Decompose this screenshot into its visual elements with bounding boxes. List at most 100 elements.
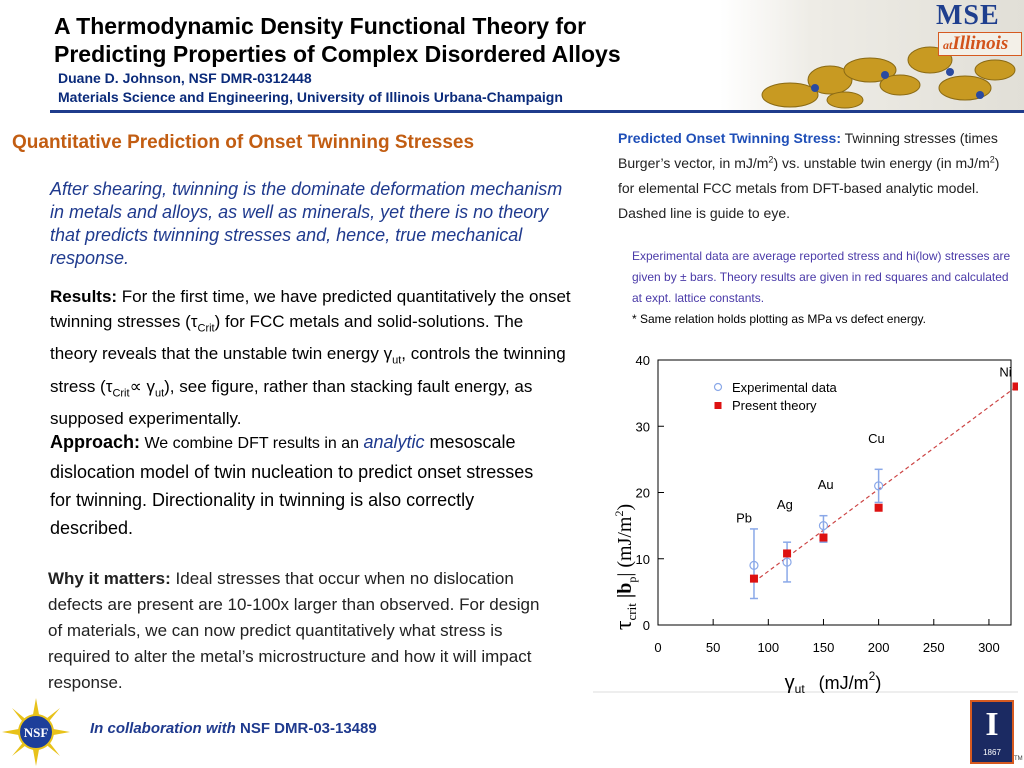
approach-paragraph: Approach: We combine DFT results in an a… (50, 428, 555, 542)
theory-point (749, 574, 758, 583)
intro-paragraph: After shearing, twinning is the dominate… (50, 179, 563, 268)
x-tick-label: 100 (757, 640, 779, 655)
y-label-close: ) (614, 504, 636, 511)
theory-point (874, 503, 883, 512)
element-label: Au (818, 477, 834, 492)
page-title: A Thermodynamic Density Functional Theor… (54, 12, 714, 68)
caption-text-2: ) vs. unstable twin energy (in mJ/m (773, 155, 990, 171)
author-grant: Duane D. Johnson, NSF DMR-0312448 (58, 70, 312, 86)
caption-text-3: ) for elemental FCC metals from DFT-base… (618, 155, 1000, 196)
legend-theory-marker (714, 402, 722, 409)
x-label-units: (mJ/m (819, 673, 869, 693)
chart-svg: 0 10 20 30 40 0 50 100 150 200 250 300 Pb Ag Au Cu Ni Exp… (593, 345, 1021, 696)
why-text: Ideal stresses that occur when no disloc… (48, 569, 540, 692)
tau-symbol-2: τ (105, 376, 113, 396)
legend-theory-label: Present theory (732, 398, 817, 413)
results-text-4: ), see figure, rather than stacking faul… (50, 376, 533, 429)
tau-symbol: τ (190, 312, 198, 331)
analytic-word: analytic (363, 432, 425, 452)
title-line-2: Predicting Properties of Complex Disorde… (54, 41, 621, 67)
element-label: Pb (736, 510, 752, 525)
legend-experimental-marker (713, 382, 723, 392)
ut-subscript-2: ut (154, 387, 165, 400)
results-text-1: For the first time, we have predicted qu… (50, 287, 571, 331)
seal-letter: I (985, 706, 999, 743)
y-tick-label: 40 (636, 353, 650, 368)
x-tick-label: 150 (813, 640, 835, 655)
y-tick-label: 10 (636, 552, 650, 567)
theory-point (783, 549, 792, 558)
theory-point (1012, 382, 1021, 391)
y-tick-label: 0 (643, 618, 650, 633)
title-line-1: A Thermodynamic Density Functional Theor… (54, 13, 587, 39)
gamma-symbol-2: γ (146, 376, 155, 396)
caption-sup-1: 2 (768, 154, 774, 165)
y-label-tau: τ (611, 620, 637, 630)
y-label-sup: 2 (612, 511, 626, 517)
x-tick-label: 250 (923, 640, 945, 655)
experimental-point (782, 557, 792, 567)
x-label-sup: 2 (869, 669, 876, 683)
nsf-logo-text: NSF (24, 725, 49, 740)
nsf-logo: NSF (2, 698, 70, 766)
figure-note: Experimental data are average reported s… (632, 249, 1011, 305)
figure-caption: Predicted Onset Twinning Stress: Twinnin… (618, 126, 1014, 226)
guide-line (753, 386, 1017, 583)
header-divider (50, 110, 1024, 113)
figure-note-2: * Same relation holds plotting as MPa vs… (632, 312, 926, 326)
theory-point (819, 533, 828, 542)
legend-experimental-label: Experimental data (732, 380, 838, 395)
crit-subscript-2: Crit (112, 387, 130, 400)
logo-mse-text: MSE (936, 0, 1000, 31)
illinois-seal-logo: I 1867 (970, 700, 1014, 764)
x-tick-label: 0 (654, 640, 661, 655)
x-axis-label: γut (mJ/m2) (785, 669, 882, 695)
caption-sup-2: 2 (989, 154, 995, 165)
caption-title: Predicted Onset Twinning Stress: (618, 130, 842, 146)
results-text-3: , controls the twinning stress ( (50, 344, 566, 396)
collaboration-note: In collaboration with NSF DMR-03-13489 (90, 720, 377, 737)
collab-text: In collaboration with (90, 720, 240, 737)
y-label-b: |b (614, 583, 636, 604)
results-label: Results: (50, 287, 118, 306)
why-label: Why it matters: (48, 569, 171, 588)
mse-illinois-logo: MSE atIllinois (930, 0, 1024, 60)
experimental-point (749, 560, 759, 570)
twinning-stress-chart: 0 10 20 30 40 0 50 100 150 200 250 300 Pb Ag Au Cu Ni Exp… (593, 345, 1021, 696)
element-label: Ni (999, 365, 1011, 380)
element-label: Ag (777, 497, 793, 512)
y-label-crit: crit (624, 603, 639, 621)
results-text-2: ) for FCC metals and solid-solutions. Th… (50, 312, 524, 364)
logo-illinois-text: atIllinois (943, 33, 1008, 55)
logo-at-text: at (943, 38, 953, 52)
y-axis-label: τcrit |bp| (mJ/m2) (611, 504, 639, 630)
section-heading: Quantitative Prediction of Onset Twinnin… (12, 132, 475, 153)
trademark-mark: TM (1014, 756, 1023, 762)
experimental-point (818, 521, 829, 531)
why-it-matters-paragraph: Why it matters: Ideal stresses that occu… (48, 566, 548, 696)
molecule-graphic (761, 46, 1016, 109)
x-tick-label: 50 (706, 640, 720, 655)
collab-grant: NSF DMR-03-13489 (240, 720, 377, 737)
logo-illinois-box: atIllinois (938, 32, 1022, 56)
caption-text-4: Dashed line is guide to eye. (618, 205, 790, 221)
affiliation: Materials Science and Engineering, Unive… (58, 89, 563, 105)
ut-subscript: ut (392, 354, 402, 367)
header: A Thermodynamic Density Functional Theor… (0, 0, 1024, 113)
results-paragraph: Results: For the first time, we have pre… (50, 284, 575, 431)
proportional-symbol: ∝ (129, 376, 142, 396)
nsf-logo-graphic: NSF (2, 698, 70, 766)
approach-text-2: mesoscale dislocation model of twin nucl… (50, 432, 534, 538)
gamma-symbol: γ (383, 344, 393, 364)
crit-subscript: Crit (197, 322, 215, 335)
x-tick-label: 200 (868, 640, 890, 655)
y-label-units: | (mJ/m (614, 516, 636, 577)
experimental-point (874, 481, 884, 491)
y-tick-label: 20 (636, 486, 650, 501)
x-label-close: ) (875, 673, 881, 693)
caption-text-1: Twinning stresses (times Burger’s vector… (618, 130, 998, 171)
logo-illinois-word: Illinois (952, 33, 1009, 54)
approach-text-1: We combine DFT results in an (140, 435, 364, 452)
seal-year: 1867 (983, 748, 1001, 757)
y-label-p: p (625, 577, 639, 583)
